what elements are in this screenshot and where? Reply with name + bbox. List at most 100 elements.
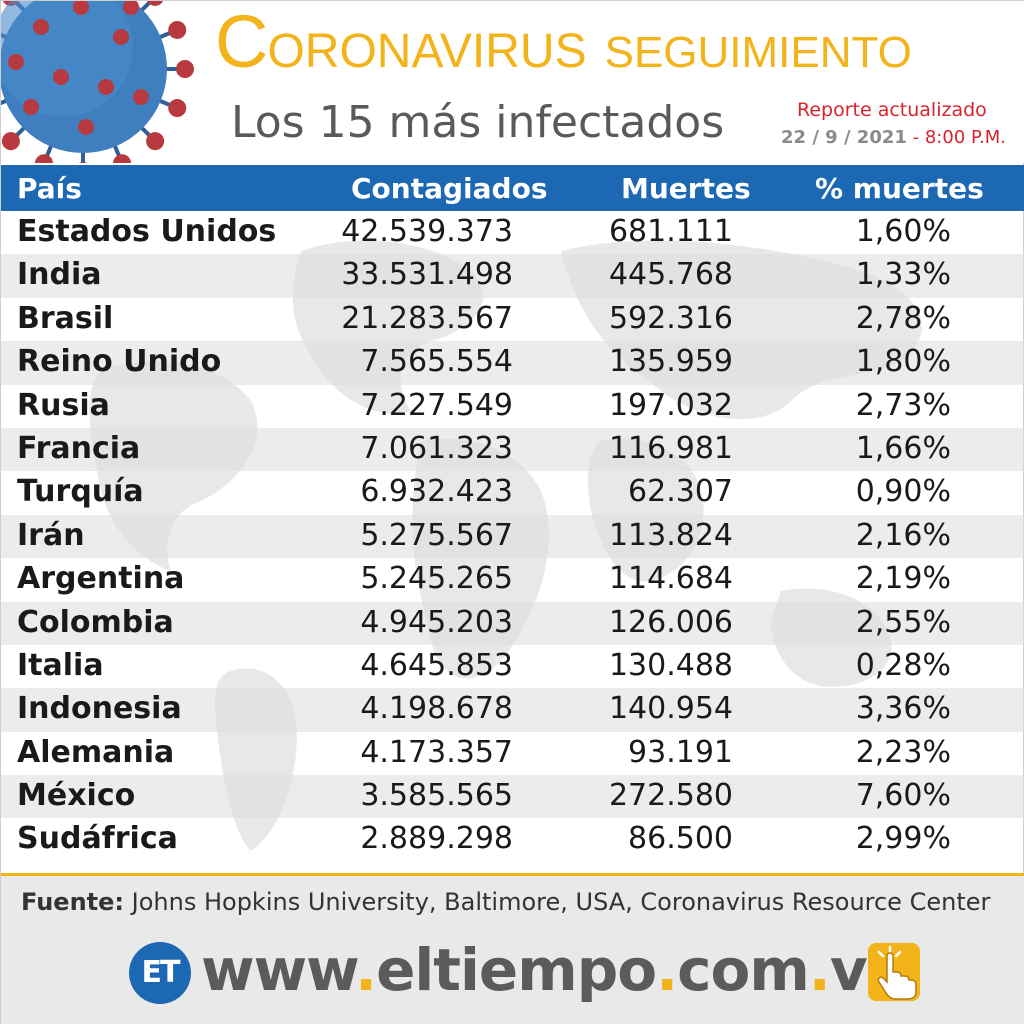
table-row: Francia 7.061.323 116.981 1,66% bbox=[1, 427, 1024, 472]
pointing-hand-icon bbox=[868, 943, 920, 1001]
cases-cell: 4.173.357 bbox=[360, 734, 513, 770]
country-cell: Argentina bbox=[17, 561, 185, 597]
report-date-line: 22 / 9 / 2021 - 8:00 P.M. bbox=[781, 127, 1006, 148]
table-row: Colombia 4.945.203 126.006 2,55% bbox=[1, 601, 1024, 645]
brand: ET www.eltiempo.com.ve bbox=[129, 936, 929, 1010]
cases-cell: 6.932.423 bbox=[360, 474, 513, 510]
divider bbox=[1, 873, 1024, 876]
table-row: Argentina 5.245.265 114.684 2,19% bbox=[1, 558, 1024, 601]
deaths-cell: 135.959 bbox=[608, 344, 733, 380]
table-row: Turquía 6.932.423 62.307 0,90% bbox=[1, 471, 1024, 514]
percent-cell: 2,55% bbox=[855, 604, 951, 640]
deaths-cell: 445.768 bbox=[608, 257, 733, 293]
column-header-country: País bbox=[17, 172, 82, 205]
cases-cell: 5.275.567 bbox=[360, 517, 513, 553]
deaths-cell: 681.111 bbox=[608, 214, 733, 249]
header: CORONAVIRUS SEGUIMIENTO Los 15 más infect… bbox=[1, 1, 1024, 163]
el-tiempo-logo-icon: ET bbox=[129, 942, 191, 1004]
url-dot: . bbox=[355, 936, 377, 1004]
country-cell: Reino Unido bbox=[17, 344, 222, 380]
percent-cell: 2,78% bbox=[855, 300, 951, 336]
percent-cell: 2,73% bbox=[855, 387, 951, 423]
table-row: Brasil 21.283.567 592.316 2,78% bbox=[1, 298, 1024, 341]
country-cell: Alemania bbox=[17, 734, 175, 770]
percent-cell: 1,33% bbox=[855, 257, 951, 293]
title-rest: ORONAVIRUS bbox=[267, 25, 587, 78]
column-header-percent: % muertes bbox=[815, 172, 984, 205]
deaths-cell: 86.500 bbox=[628, 821, 733, 857]
logo-text: ET bbox=[141, 955, 181, 990]
url-part: com bbox=[677, 936, 810, 1004]
deaths-cell: 62.307 bbox=[628, 474, 733, 510]
deaths-cell: 113.824 bbox=[608, 517, 733, 553]
country-cell: Turquía bbox=[17, 474, 144, 510]
country-cell: Brasil bbox=[17, 300, 114, 336]
deaths-cell: 197.032 bbox=[608, 387, 733, 423]
subtitle: Los 15 más infectados bbox=[231, 97, 725, 148]
cases-cell: 4.198.678 bbox=[360, 691, 513, 727]
country-cell: Irán bbox=[17, 517, 85, 553]
table-row: Reino Unido 7.565.554 135.959 1,80% bbox=[1, 341, 1024, 385]
percent-cell: 2,19% bbox=[855, 561, 951, 597]
deaths-cell: 126.006 bbox=[608, 604, 733, 640]
table-row: Irán 5.275.567 113.824 2,16% bbox=[1, 514, 1024, 559]
percent-cell: 1,66% bbox=[855, 430, 951, 466]
source-label: Fuente: bbox=[21, 888, 124, 916]
url-dot: . bbox=[656, 936, 678, 1004]
cases-cell: 7.565.554 bbox=[360, 344, 513, 380]
country-cell: Estados Unidos bbox=[17, 214, 277, 249]
footer: Fuente: Johns Hopkins University, Baltim… bbox=[1, 876, 1024, 1024]
deaths-cell: 592.316 bbox=[608, 300, 733, 336]
country-cell: Sudáfrica bbox=[17, 821, 178, 857]
cases-cell: 21.283.567 bbox=[341, 300, 513, 336]
country-cell: Italia bbox=[17, 647, 104, 683]
report-label: Reporte actualizado bbox=[797, 99, 987, 121]
deaths-cell: 272.580 bbox=[608, 778, 733, 814]
website-url[interactable]: www.eltiempo.com.ve bbox=[201, 936, 906, 1004]
percent-cell: 1,60% bbox=[855, 214, 951, 249]
table-row: Indonesia 4.198.678 140.954 3,36% bbox=[1, 688, 1024, 732]
cases-cell: 3.585.565 bbox=[360, 778, 513, 814]
percent-cell: 0,28% bbox=[855, 647, 951, 683]
table-header: País Contagiados Muertes % muertes bbox=[1, 165, 1024, 211]
percent-cell: 7,60% bbox=[855, 778, 951, 814]
table-body: Estados Unidos 42.539.373 681.111 1,60% Indi… bbox=[1, 211, 1024, 873]
report-separator: - bbox=[906, 127, 925, 148]
report-time: 8:00 P.M. bbox=[924, 127, 1007, 148]
percent-cell: 1,80% bbox=[855, 344, 951, 380]
table-rows: Estados Unidos 42.539.373 681.111 1,60% Indi… bbox=[1, 211, 1024, 862]
table-row: Alemania 4.173.357 93.191 2,23% bbox=[1, 732, 1024, 775]
cases-cell: 2.889.298 bbox=[360, 821, 513, 857]
cases-cell: 4.645.853 bbox=[360, 647, 513, 683]
column-header-cases: Contagiados bbox=[351, 172, 548, 205]
cases-cell: 4.945.203 bbox=[360, 604, 513, 640]
deaths-cell: 130.488 bbox=[608, 647, 733, 683]
cases-cell: 7.061.323 bbox=[360, 430, 513, 466]
country-cell: India bbox=[17, 257, 102, 293]
percent-cell: 2,16% bbox=[855, 517, 951, 553]
percent-cell: 2,99% bbox=[855, 821, 951, 857]
percent-cell: 2,23% bbox=[855, 734, 951, 770]
country-cell: Indonesia bbox=[17, 691, 182, 727]
percent-cell: 0,90% bbox=[855, 474, 951, 510]
column-header-deaths: Muertes bbox=[621, 172, 751, 205]
percent-cell: 3,36% bbox=[855, 691, 951, 727]
cases-cell: 33.531.498 bbox=[341, 257, 513, 293]
source-line: Fuente: Johns Hopkins University, Baltim… bbox=[21, 888, 990, 916]
cases-cell: 5.245.265 bbox=[360, 561, 513, 597]
table-row: México 3.585.565 272.580 7,60% bbox=[1, 775, 1024, 819]
table-row: India 33.531.498 445.768 1,33% bbox=[1, 254, 1024, 298]
url-dot: . bbox=[808, 936, 831, 1004]
source-text: Johns Hopkins University, Baltimore, USA… bbox=[131, 888, 991, 916]
url-part: www bbox=[201, 936, 356, 1004]
url-part: eltiempo bbox=[376, 936, 657, 1004]
title-initial: C bbox=[215, 1, 268, 83]
main-title: CORONAVIRUS SEGUIMIENTO bbox=[215, 5, 912, 79]
deaths-cell: 116.981 bbox=[608, 430, 733, 466]
deaths-cell: 140.954 bbox=[608, 691, 733, 727]
country-cell: México bbox=[17, 778, 136, 814]
report-date: 22 / 9 / 2021 bbox=[781, 127, 907, 148]
country-cell: Francia bbox=[17, 430, 141, 466]
table-row: Estados Unidos 42.539.373 681.111 1,60% bbox=[1, 211, 1024, 254]
